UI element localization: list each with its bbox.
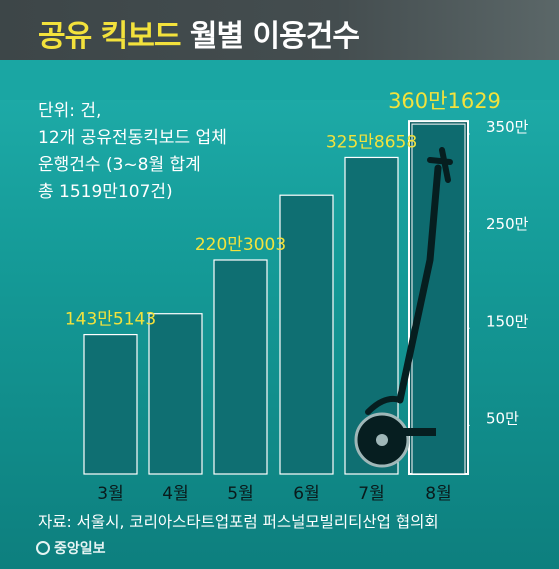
category-label: 6월 — [293, 484, 319, 504]
bar — [83, 333, 138, 475]
unit-note-line: 12개 공유전동킥보드 업체 — [38, 128, 227, 148]
data-label-main: 360만 — [388, 89, 447, 113]
bar — [148, 313, 203, 475]
data-label: 220만3003 — [195, 235, 286, 255]
data-label-sub: 8658 — [374, 132, 417, 152]
source-note: 자료: 서울시, 코리아스타트업포럼 퍼스널모빌리티산업 협의회 — [38, 513, 439, 531]
y-tick-label: 50만 — [486, 409, 519, 427]
logo-text: 중앙일보 — [54, 541, 106, 557]
data-label-sub: 5143 — [113, 310, 156, 330]
logo-mark-icon — [36, 541, 50, 555]
title-rest: 월별 이용건수 — [189, 19, 360, 54]
unit-note: 단위: 건, 12개 공유전동킥보드 업체 운행건수 (3~8월 합계 총 15… — [38, 98, 278, 206]
chart-title: 공유 킥보드 월별 이용건수 — [38, 18, 360, 56]
category-label: 7월 — [358, 484, 384, 504]
publisher-logo: 중앙일보 — [36, 538, 106, 558]
y-tick-label: 150만 — [486, 312, 529, 330]
title-highlight: 공유 킥보드 — [38, 19, 181, 54]
data-label-main: 143만 — [65, 310, 113, 330]
y-tick-label: 350만 — [486, 118, 529, 136]
unit-note-line: 총 1519만107건) — [38, 182, 173, 202]
data-label-sub: 1629 — [447, 89, 500, 113]
scooter-fender-icon — [365, 395, 403, 415]
scooter-deck-icon — [400, 428, 436, 436]
unit-note-line: 운행건수 (3~8월 합계 — [38, 155, 201, 175]
y-tick-label: 250만 — [486, 215, 529, 233]
bar — [279, 194, 334, 475]
data-label: 325만8658 — [326, 132, 417, 152]
category-label: 8월 — [425, 484, 451, 504]
data-label: 360만1629 — [388, 89, 501, 113]
category-label: 4월 — [162, 484, 188, 504]
unit-note-line: 단위: 건, — [38, 101, 102, 121]
scooter-handlebar-icon — [427, 147, 453, 183]
data-label: 143만5143 — [65, 310, 156, 330]
data-label-main: 325만 — [326, 132, 374, 152]
category-label: 3월 — [97, 484, 123, 504]
scooter-stem-icon — [396, 164, 442, 404]
category-label: 5월 — [227, 484, 253, 504]
bar — [213, 259, 268, 475]
data-label-main: 220만 — [195, 235, 243, 255]
data-label-sub: 3003 — [243, 235, 286, 255]
scooter-hub-icon — [376, 434, 388, 446]
header-accent-band — [0, 60, 559, 100]
